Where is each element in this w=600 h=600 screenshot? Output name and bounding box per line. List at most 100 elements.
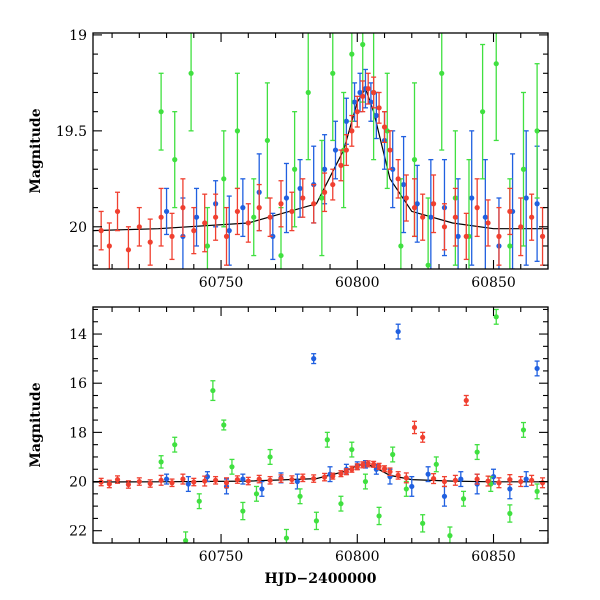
data-point: [463, 212, 469, 261]
data-point: [163, 473, 170, 485]
data-point: [106, 222, 112, 269]
data-point: [381, 111, 388, 144]
data-point: [414, 164, 420, 243]
data-point: [411, 178, 418, 238]
data-point: [395, 158, 401, 199]
x-tick-label: 60850: [471, 549, 516, 565]
data-point: [482, 158, 488, 269]
data-point: [202, 475, 208, 487]
data-point: [221, 130, 227, 228]
data-point: [409, 475, 415, 497]
data-point: [480, 43, 486, 180]
data-point: [400, 135, 407, 234]
top-panel-light-curve: 60750 60800 60850 19 19.5 20 Magnitude: [28, 28, 549, 291]
data-point: [343, 468, 349, 476]
y-tick-label: 19.5: [56, 124, 87, 140]
series-2: [98, 394, 546, 489]
data-point: [529, 193, 535, 241]
data-point: [384, 72, 390, 190]
data-point: [204, 206, 211, 269]
data-point: [398, 178, 404, 269]
plot-area: [93, 33, 548, 269]
data-point: [430, 473, 437, 485]
data-point: [321, 472, 328, 482]
data-point: [425, 466, 431, 483]
data-point: [253, 485, 260, 502]
data-point: [256, 183, 262, 232]
data-point: [330, 472, 336, 480]
data-point: [360, 80, 366, 113]
x-tick-label: 60850: [471, 275, 516, 291]
data-point: [158, 72, 164, 151]
data-point: [420, 514, 426, 533]
data-point: [539, 477, 546, 489]
plot-area: [93, 308, 548, 543]
data-point: [210, 380, 216, 402]
data-point: [180, 178, 186, 238]
data-point: [485, 199, 491, 247]
data-point: [114, 475, 121, 484]
data-point: [539, 206, 546, 266]
x-tick-label: 60800: [335, 549, 380, 565]
data-point: [98, 210, 104, 251]
data-point: [507, 504, 513, 523]
data-point: [474, 473, 480, 485]
data-point: [403, 480, 409, 497]
data-point: [354, 95, 360, 128]
data-point: [390, 446, 396, 463]
data-point: [420, 431, 426, 443]
data-point: [256, 474, 262, 484]
series-1: [158, 308, 540, 543]
data-point: [158, 474, 164, 486]
data-point: [136, 206, 142, 247]
data-point: [365, 460, 371, 468]
data-point: [439, 33, 445, 151]
data-point: [283, 528, 290, 543]
data-point: [294, 473, 300, 490]
x-tick-label: 60750: [199, 275, 244, 291]
data-point: [172, 436, 178, 453]
axes-frame: [92, 306, 549, 544]
data-point: [376, 462, 382, 470]
data-point: [428, 158, 434, 269]
data-point: [534, 360, 540, 377]
data-point: [311, 183, 317, 224]
data-point: [234, 187, 241, 236]
data-point: [403, 472, 409, 484]
data-point: [395, 323, 401, 340]
data-point: [441, 475, 448, 488]
y-tick-label: 22: [69, 524, 87, 540]
data-point: [297, 488, 303, 505]
data-point: [234, 72, 241, 190]
data-point: [180, 473, 186, 485]
data-point: [441, 485, 448, 507]
data-point: [520, 421, 527, 438]
data-point: [458, 471, 464, 488]
data-point: [234, 475, 241, 484]
data-point: [371, 76, 377, 109]
data-point: [204, 471, 211, 483]
data-point: [518, 197, 524, 257]
data-point: [264, 82, 270, 199]
data-point: [270, 212, 276, 261]
data-point: [351, 82, 358, 122]
data-point: [441, 203, 448, 251]
y-tick-label: 19: [69, 28, 87, 44]
data-point: [354, 463, 360, 471]
data-point: [169, 478, 175, 488]
data-point: [496, 477, 502, 489]
data-point: [267, 475, 273, 485]
data-point: [311, 474, 317, 483]
series-0: [163, 323, 540, 507]
data-point: [523, 130, 529, 266]
data-point: [403, 174, 409, 222]
data-point: [452, 474, 458, 486]
data-point: [147, 218, 153, 266]
data-point: [193, 187, 200, 247]
data-point: [172, 111, 178, 209]
data-point: [376, 506, 382, 526]
data-point: [332, 120, 339, 180]
data-point: [433, 456, 439, 473]
data-point: [534, 483, 540, 500]
